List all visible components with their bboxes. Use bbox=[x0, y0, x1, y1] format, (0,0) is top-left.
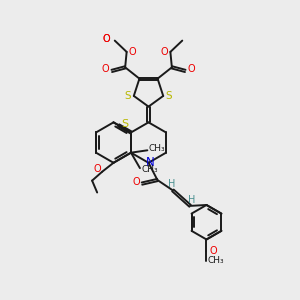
Text: S: S bbox=[166, 91, 172, 101]
Text: O: O bbox=[132, 177, 140, 187]
Text: O: O bbox=[160, 47, 168, 57]
Text: O: O bbox=[93, 164, 101, 174]
Text: O: O bbox=[209, 246, 217, 256]
Text: O: O bbox=[103, 34, 110, 44]
Text: O: O bbox=[188, 64, 196, 74]
Text: H: H bbox=[188, 195, 195, 205]
Text: O: O bbox=[129, 47, 136, 57]
Text: CH₃: CH₃ bbox=[207, 256, 224, 266]
Text: S: S bbox=[122, 119, 129, 129]
Text: O: O bbox=[102, 34, 110, 44]
Text: H: H bbox=[168, 179, 175, 189]
Text: CH₃: CH₃ bbox=[141, 165, 158, 174]
Text: CH₃: CH₃ bbox=[149, 144, 166, 153]
Text: S: S bbox=[124, 91, 131, 101]
Text: O: O bbox=[101, 64, 109, 74]
Text: N: N bbox=[146, 156, 155, 169]
